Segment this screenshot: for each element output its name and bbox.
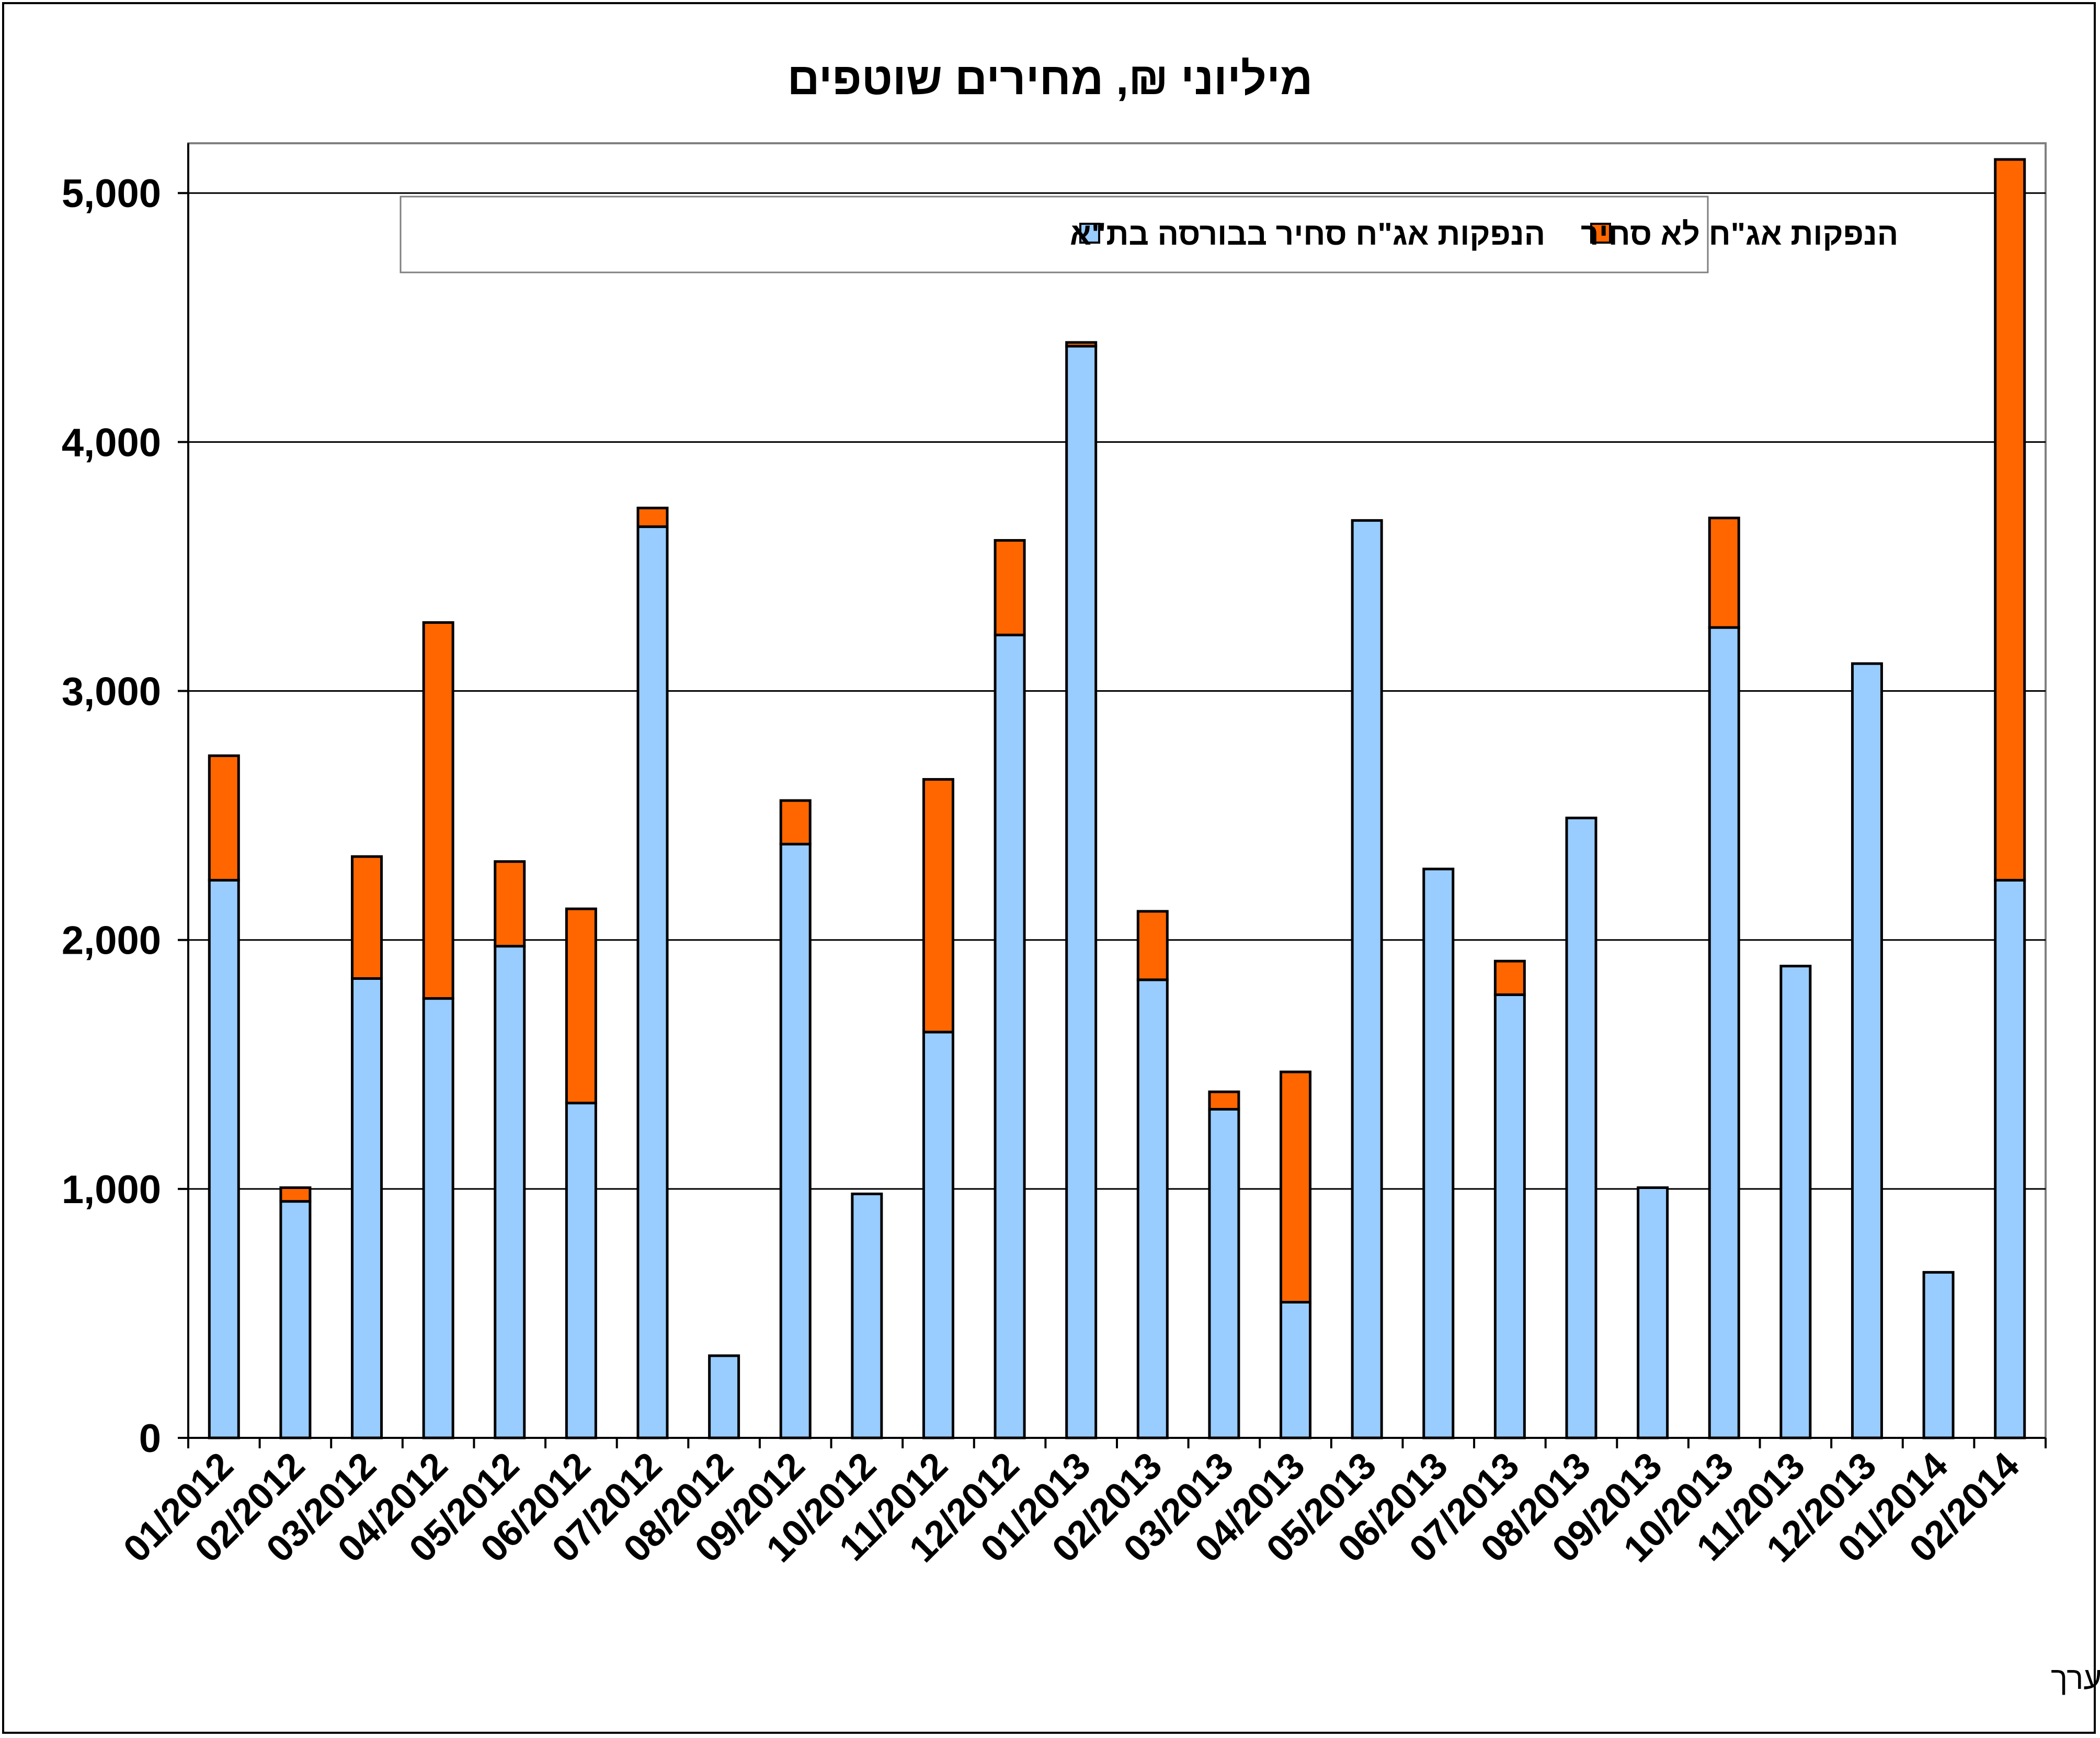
bar-traded — [1851, 662, 1883, 1439]
bar-nontraded — [1493, 959, 1526, 996]
bar-nontraded — [1280, 1070, 1312, 1304]
bar-nontraded — [1136, 910, 1169, 981]
bar-traded — [279, 1200, 312, 1439]
chart-title: מיליוני ₪, מחירים שוטפים — [788, 54, 1313, 104]
bar-nontraded — [208, 754, 240, 882]
bar-traded — [1351, 519, 1383, 1439]
bar-traded — [208, 878, 240, 1439]
bar-traded — [1779, 965, 1812, 1439]
bar-nontraded — [994, 539, 1026, 636]
bar-traded — [994, 633, 1026, 1439]
bar-traded — [351, 977, 383, 1439]
legend-swatch-traded — [1079, 223, 1100, 244]
axes — [178, 143, 2047, 1448]
bar-traded — [851, 1192, 883, 1439]
bar-traded — [1280, 1300, 1312, 1439]
bar-traded — [565, 1102, 597, 1439]
legend-label-nontraded: הנפקות אג"ח לא סחיר — [1581, 216, 1898, 251]
bar-traded — [494, 945, 526, 1439]
bar-traded — [1922, 1271, 1955, 1439]
bar-nontraded — [636, 507, 669, 528]
y-tick-label: 4,000 — [62, 420, 161, 465]
y-tick-label: 1,000 — [62, 1168, 161, 1212]
bar-nontraded — [351, 855, 383, 980]
source-note: מקור נתוני אג"ח סחיר - הבורסה לניירות ער… — [2051, 1661, 2100, 1696]
legend-label-traded: הנפקות אג"ח סחיר בבורסה בת"א — [1070, 216, 1545, 251]
bar-nontraded — [779, 799, 812, 845]
bar-traded — [922, 1031, 954, 1439]
bar-traded — [1565, 816, 1597, 1439]
bar-traded — [1208, 1107, 1240, 1439]
legend-box — [400, 196, 1709, 273]
bar-traded — [1493, 993, 1526, 1439]
bar-nontraded — [279, 1186, 312, 1203]
bar-nontraded — [1994, 158, 2026, 882]
y-tick-label: 0 — [139, 1416, 161, 1461]
bar-traded — [422, 997, 454, 1439]
bar-nontraded — [1208, 1090, 1240, 1111]
bar-nontraded — [1708, 517, 1740, 629]
y-tick-labels: 0 1,000 2,000 3,000 4,000 5,000 — [62, 171, 161, 1461]
legend-swatch-nontraded — [1590, 223, 1611, 244]
plot-area — [187, 142, 2047, 1439]
bar-traded — [1422, 867, 1455, 1439]
legend: הנפקות אג"ח סחיר בבורסה בת"א הנפקות אג"ח… — [400, 196, 1898, 273]
bar-traded — [1994, 878, 2026, 1439]
bar-nontraded — [1065, 341, 1098, 348]
bar-nontraded — [494, 860, 526, 948]
bar-traded — [636, 525, 669, 1439]
bar-traded — [779, 842, 812, 1439]
bar-nontraded — [565, 907, 597, 1105]
bar-nontraded — [422, 621, 454, 1000]
y-tick-label: 3,000 — [62, 670, 161, 714]
x-tick-labels: 01/201202/201203/201204/201205/201206/20… — [116, 1445, 2027, 1571]
bar-traded — [708, 1354, 740, 1439]
y-tick-label: 5,000 — [62, 171, 161, 216]
bar-traded — [1136, 978, 1169, 1439]
bar-traded — [1637, 1186, 1669, 1439]
bar-traded — [1065, 345, 1098, 1439]
bar-nontraded — [922, 778, 954, 1034]
y-tick-label: 2,000 — [62, 919, 161, 963]
bar-traded — [1708, 626, 1740, 1439]
